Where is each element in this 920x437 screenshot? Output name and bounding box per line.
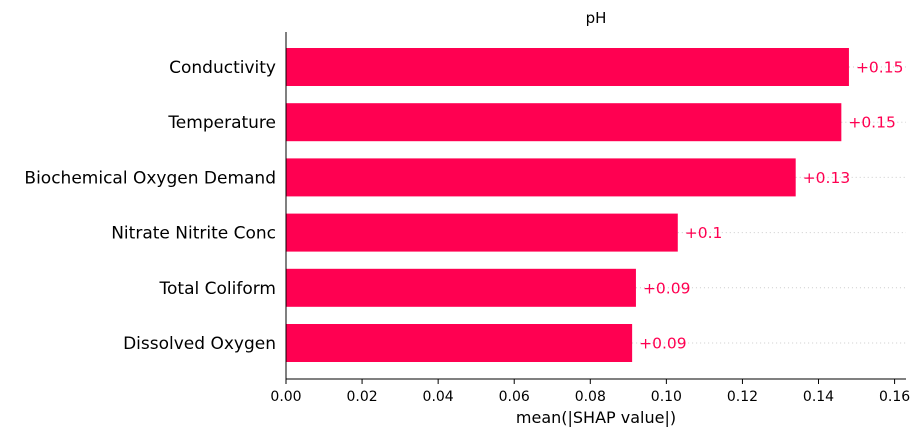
x-axis-ticks: 0.00 0.02 0.04 0.06 0.08 0.10 0.12 0.14 0.16 xyxy=(270,379,910,405)
category-label: Temperature xyxy=(167,113,276,133)
x-tick-label: 0.08 xyxy=(575,389,606,405)
category-label: Nitrate Nitrite Conc xyxy=(111,224,276,244)
category-label: Biochemical Oxygen Demand xyxy=(24,168,276,188)
x-tick-label: 0.16 xyxy=(879,389,910,405)
data-label: +0.1 xyxy=(685,224,723,242)
x-tick-label: 0.06 xyxy=(499,389,530,405)
category-label: Total Coliform xyxy=(159,279,276,299)
bar xyxy=(286,268,636,307)
x-tick-label: 0.10 xyxy=(651,389,682,405)
x-axis-title: mean(|SHAP value|) xyxy=(516,408,676,427)
data-label: +0.09 xyxy=(643,279,691,297)
x-tick-label: 0.12 xyxy=(727,389,758,405)
bar xyxy=(286,48,849,86)
x-tick-label: 0.00 xyxy=(270,389,301,405)
data-label: +0.09 xyxy=(639,335,687,353)
data-label: +0.13 xyxy=(803,169,851,187)
x-tick-label: 0.04 xyxy=(423,389,454,405)
guide-lines xyxy=(632,66,906,344)
x-tick-label: 0.02 xyxy=(346,389,377,405)
bars xyxy=(286,48,849,362)
data-label: +0.15 xyxy=(848,114,896,132)
data-label: +0.15 xyxy=(856,59,904,77)
bar xyxy=(286,103,842,142)
data-labels: +0.15 +0.15 +0.13 +0.1 +0.09 +0.09 xyxy=(639,59,903,353)
bar xyxy=(286,213,678,252)
bar xyxy=(286,324,633,362)
category-labels: Conductivity Temperature Biochemical Oxyge… xyxy=(24,58,276,354)
bar xyxy=(286,158,796,197)
category-label: Dissolved Oxygen xyxy=(123,334,276,354)
chart-title: pH xyxy=(586,9,607,27)
category-label: Conductivity xyxy=(169,58,276,78)
x-tick-label: 0.14 xyxy=(803,389,834,405)
